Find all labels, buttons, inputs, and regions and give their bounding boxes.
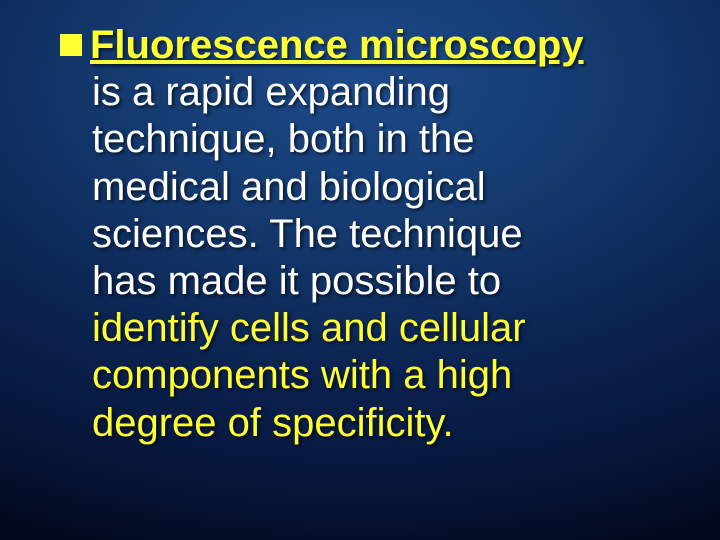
text-segment-accent: identify cells and cellular components w… (92, 306, 526, 444)
text-segment-body: is a rapid expanding technique, both in … (92, 70, 523, 303)
bullet-icon (60, 34, 82, 56)
slide: Fluorescence microscopy is a rapid expan… (0, 0, 720, 540)
text-segment-emphasis: Fluorescence microscopy (90, 23, 584, 67)
slide-content: Fluorescence microscopy is a rapid expan… (60, 22, 590, 447)
slide-text: Fluorescence microscopy is a rapid expan… (90, 23, 584, 445)
bullet-paragraph: Fluorescence microscopy is a rapid expan… (60, 22, 590, 447)
